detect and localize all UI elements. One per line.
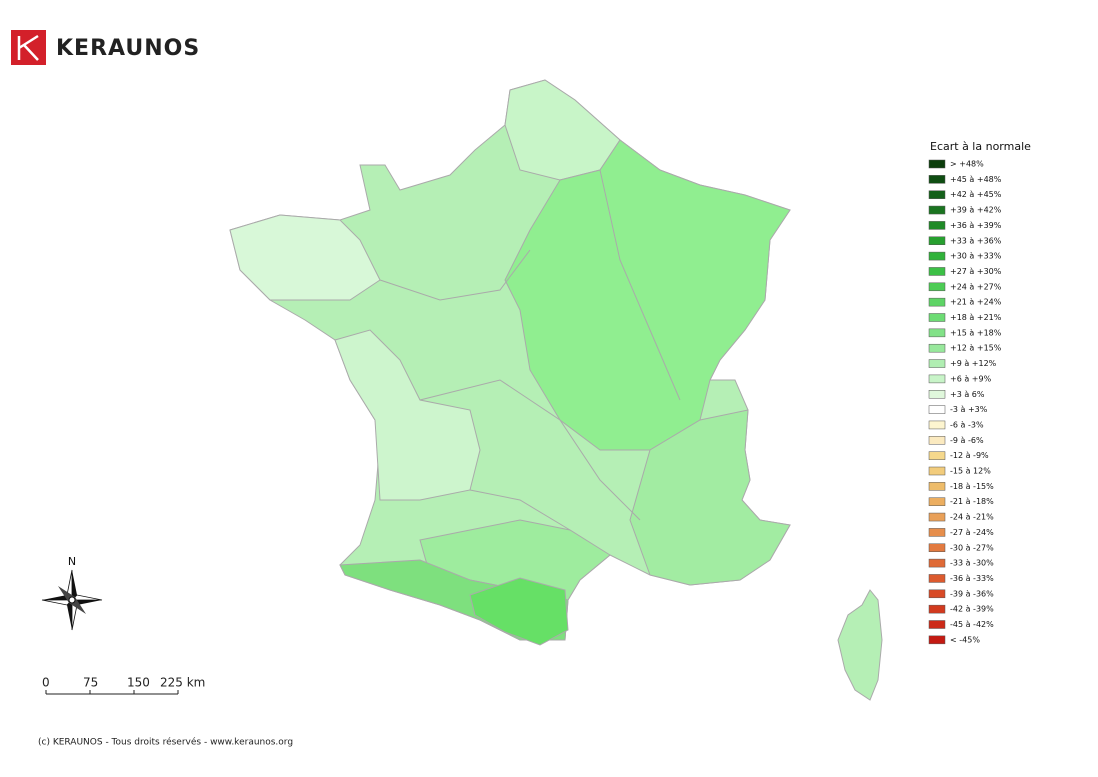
legend-label: -12 à -9% <box>950 451 989 460</box>
legend-label: -21 à -18% <box>950 497 994 506</box>
legend-label: -9 à -6% <box>950 436 984 445</box>
legend-swatch <box>928 635 946 645</box>
legend-label: -18 à -15% <box>950 482 994 491</box>
legend-label: -6 à -3% <box>950 420 984 429</box>
legend-swatch <box>928 589 946 599</box>
legend-swatch <box>928 251 946 261</box>
border <box>599 169 681 401</box>
scale-label: 75 <box>83 676 98 690</box>
legend-label: -3 à +3% <box>950 405 988 414</box>
legend-swatch <box>928 221 946 230</box>
region-west <box>334 329 481 501</box>
legend-label: +15 à +18% <box>950 328 1002 337</box>
scale-labels: 0 75 150 225 km <box>42 676 205 690</box>
legend-swatch <box>928 343 946 353</box>
legend-swatch <box>928 328 946 338</box>
legend-swatch <box>928 466 946 476</box>
legend-label: -33 à -30% <box>950 559 994 568</box>
legend-label: +18 à +21% <box>950 313 1002 322</box>
scale-bar <box>45 690 179 695</box>
logo-mark <box>11 30 46 65</box>
legend-swatch <box>928 267 946 276</box>
legend-label: -24 à -21% <box>950 513 994 522</box>
legend-swatch <box>928 604 946 614</box>
legend-label: -42 à -39% <box>950 605 994 614</box>
legend-swatch <box>928 420 946 430</box>
legend-swatch <box>928 574 946 583</box>
legend-label: +36 à +39% <box>950 221 1002 230</box>
legend-swatch <box>928 497 946 506</box>
legend-swatch <box>928 190 946 199</box>
border <box>419 379 641 521</box>
compass-label: N <box>68 555 76 568</box>
legend-label: -27 à -24% <box>950 528 994 537</box>
footer: (c) KERAUNOS - Tous droits réservés - ww… <box>38 737 293 748</box>
legend-swatch <box>928 405 946 414</box>
legend-label: -15 à 12% <box>950 467 991 476</box>
legend-label: > +48% <box>950 160 984 169</box>
compass <box>41 569 103 631</box>
legend-label: +3 à 6% <box>950 390 985 399</box>
legend-label: +45 à +48% <box>950 175 1002 184</box>
legend-label: +30 à +33% <box>950 252 1002 261</box>
legend-label: -30 à -27% <box>950 543 994 552</box>
legend-swatch <box>928 451 946 460</box>
legend-label: +42 à +45% <box>950 190 1002 199</box>
legend-label: +6 à +9% <box>950 374 992 383</box>
scale-label: 225 km <box>160 676 205 690</box>
brand: KERAUNOS <box>56 36 200 61</box>
legend-swatch <box>928 374 946 384</box>
legend-label: < -45% <box>950 635 980 644</box>
legend-label: +24 à +27% <box>950 282 1002 291</box>
region-southeast <box>629 409 791 586</box>
border <box>379 249 531 301</box>
legend-swatch <box>928 313 946 322</box>
legend-label: +27 à +30% <box>950 267 1002 276</box>
legend-swatch <box>928 436 946 445</box>
legend-swatch <box>928 175 946 184</box>
legend-label: -45 à -42% <box>950 620 994 629</box>
legend-swatch <box>928 205 946 215</box>
france <box>229 79 883 701</box>
legend-label: +33 à +36% <box>950 236 1002 245</box>
border <box>469 489 571 531</box>
scale-label: 0 <box>42 676 50 690</box>
logo-glyph <box>17 34 39 61</box>
legend-label: +12 à +15% <box>950 344 1002 353</box>
legend-swatch <box>928 528 946 537</box>
legend-swatch <box>928 297 946 307</box>
legend-label: -39 à -36% <box>950 589 994 598</box>
legend-swatch <box>928 282 946 292</box>
region-brittany <box>229 214 381 301</box>
corsica <box>837 589 883 701</box>
legend-label: +39 à +42% <box>950 206 1002 215</box>
legend-label: -36 à -33% <box>950 574 994 583</box>
legend-swatch <box>928 482 946 491</box>
scale-label: 150 <box>127 676 150 690</box>
legend-swatch <box>928 512 946 522</box>
legend-label: +21 à +24% <box>950 298 1002 307</box>
legend-title: Ecart à la normale <box>930 140 1031 153</box>
legend-swatch <box>928 543 946 552</box>
legend-label: +9 à +12% <box>950 359 997 368</box>
legend-swatch <box>928 390 946 399</box>
legend-swatch <box>928 236 946 245</box>
legend-swatch <box>928 620 946 629</box>
region-east <box>504 139 791 451</box>
legend-swatch <box>928 558 946 568</box>
legend: > +48% +45 à +48% +42 à +45% +39 à +42% +36 … <box>928 159 1002 645</box>
legend-swatch <box>928 359 946 368</box>
legend-swatch <box>928 159 946 169</box>
region-aude <box>469 577 569 646</box>
